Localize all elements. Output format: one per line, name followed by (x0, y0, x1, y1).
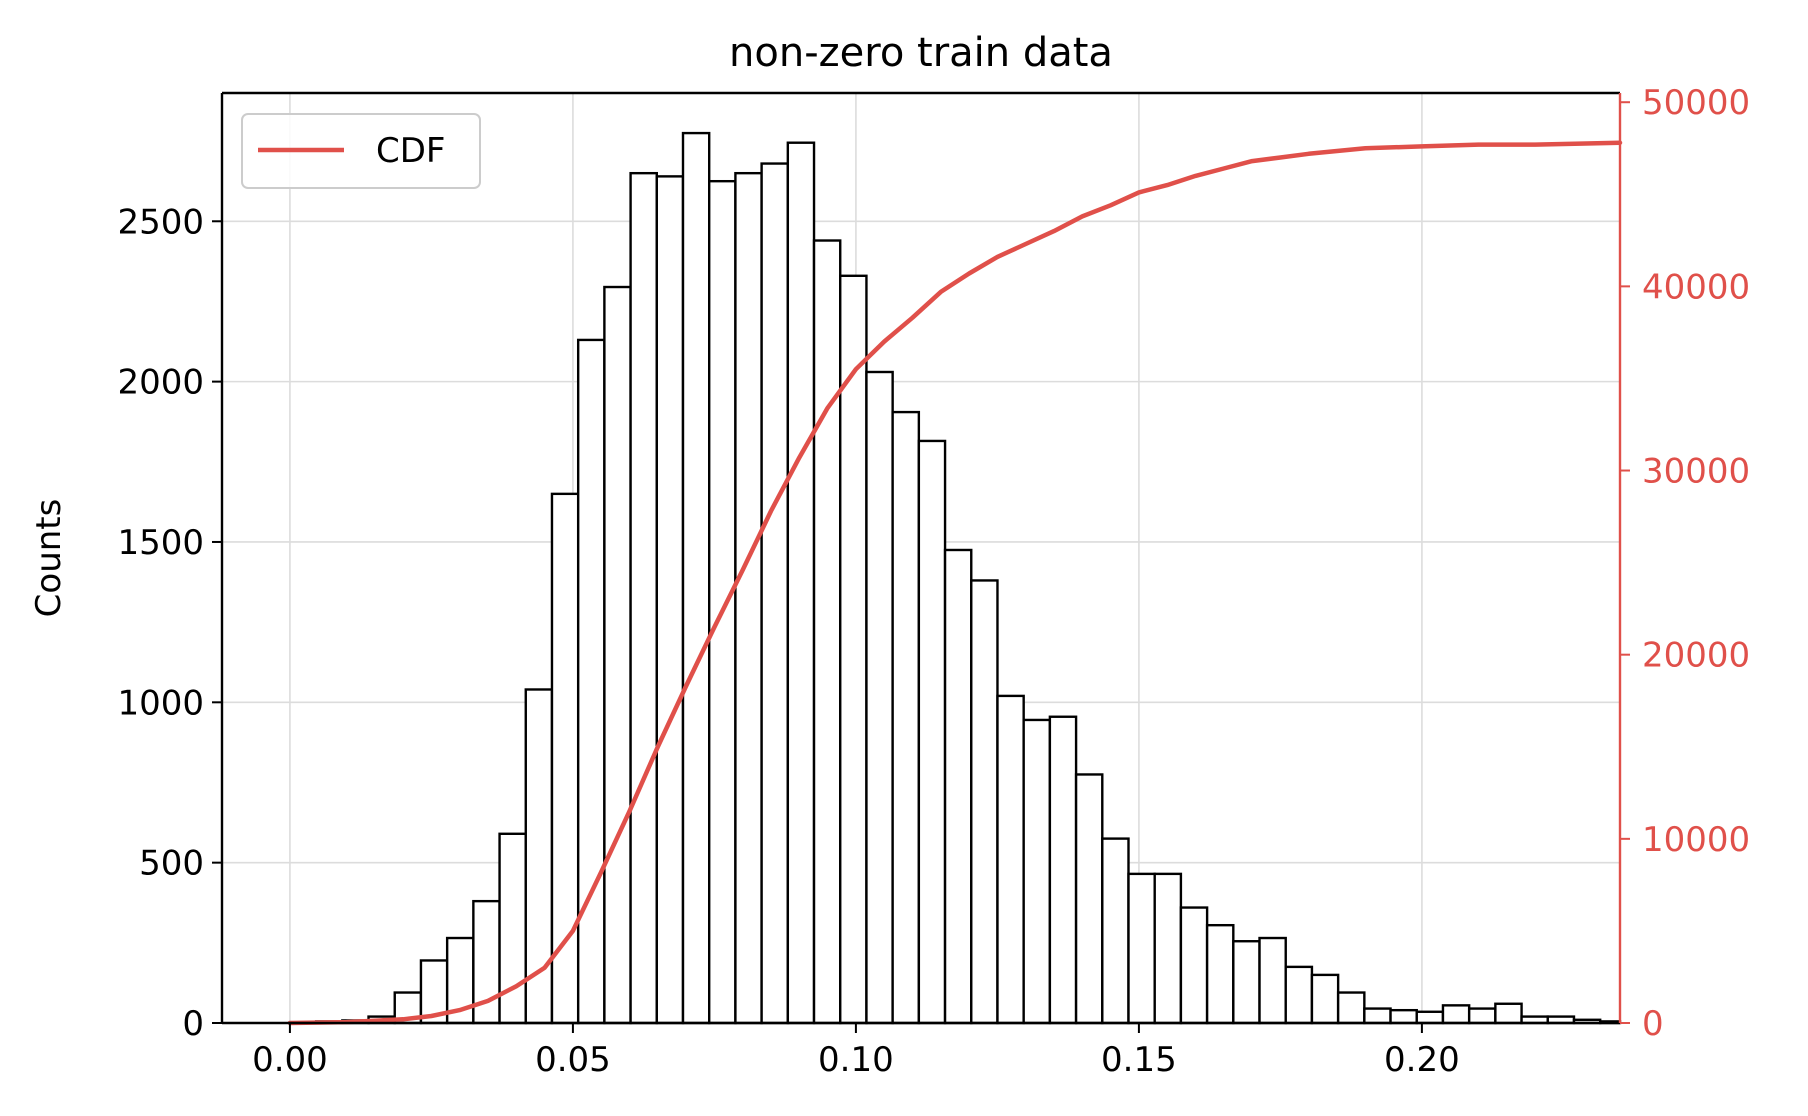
histogram-bar (1441, 1004, 1471, 1025)
histogram-bar (943, 548, 973, 1025)
legend: CDF (241, 113, 481, 189)
histogram-bar (1048, 715, 1078, 1025)
chart-title: non-zero train data (729, 30, 1113, 76)
histogram-bar (681, 131, 711, 1025)
y2-tick-label: 30000 (1642, 452, 1750, 492)
x-tick-label: 0.00 (252, 1040, 328, 1080)
histogram-bar (1494, 1002, 1523, 1025)
histogram-bar (1022, 718, 1052, 1025)
legend-label-cdf: CDF (376, 131, 445, 171)
histogram-bar (760, 162, 790, 1025)
histogram-bar (550, 492, 580, 1025)
histogram-bar (708, 179, 737, 1025)
ticks-layer: 0.00 0.05 0.10 0.15 0.20 0 500 1000 1500 2000 2500… (117, 83, 1750, 1080)
histogram-bar (996, 694, 1025, 1025)
histogram-bar (970, 579, 999, 1025)
y-tick-label: 1000 (117, 683, 204, 723)
cdf-line (287, 140, 1623, 1026)
legend-box (241, 113, 481, 189)
histogram-bar (891, 410, 921, 1025)
histogram-bar (1179, 906, 1209, 1025)
y-axis-label: Counts (29, 499, 69, 618)
x-tick-label: 0.10 (818, 1040, 894, 1080)
x-tick-label: 0.20 (1384, 1040, 1460, 1080)
histogram-bar (1127, 872, 1156, 1025)
histogram-bar (1467, 1007, 1497, 1025)
bars-layer (288, 131, 1622, 1025)
histogram-bar (786, 141, 816, 1025)
x-tick-label: 0.15 (1101, 1040, 1177, 1080)
histogram-bar (734, 171, 763, 1025)
histogram-bar (576, 338, 606, 1025)
y-tick-label: 0 (182, 1004, 204, 1044)
histogram-bar (1232, 940, 1261, 1025)
y-tick-label: 2500 (117, 202, 204, 242)
histogram-bar (1205, 923, 1235, 1025)
histogram-bar (1415, 1010, 1445, 1025)
histogram-bar (1284, 965, 1314, 1025)
histogram-bar (655, 175, 685, 1025)
y2-tick-label: 10000 (1642, 820, 1750, 860)
histogram-bar (917, 439, 947, 1025)
y2-tick-label: 20000 (1642, 636, 1750, 676)
y-tick-label: 2000 (117, 363, 204, 403)
x-tick-label: 0.05 (535, 1040, 611, 1080)
cdf-layer (287, 140, 1623, 1026)
y-tick-label: 1500 (117, 523, 204, 563)
histogram-bar (865, 370, 894, 1025)
histogram-bar (1101, 837, 1130, 1025)
histogram-bar (812, 239, 842, 1025)
axes-layer (220, 91, 1622, 1025)
y2-tick-label: 50000 (1642, 83, 1750, 123)
histogram-bar (1310, 973, 1340, 1025)
histogram-bar (1074, 773, 1104, 1025)
histogram-bar (1363, 1007, 1392, 1025)
y2-tick-label: 0 (1642, 1004, 1664, 1044)
histogram-bar (603, 285, 632, 1025)
histogram-bar (629, 171, 658, 1025)
histogram-bar (1258, 936, 1287, 1025)
histogram-bar (1389, 1008, 1418, 1025)
y2-tick-label: 40000 (1642, 267, 1750, 307)
histogram-bar (1153, 872, 1183, 1025)
histogram-bar (1336, 991, 1366, 1025)
y-tick-label: 500 (139, 844, 204, 884)
